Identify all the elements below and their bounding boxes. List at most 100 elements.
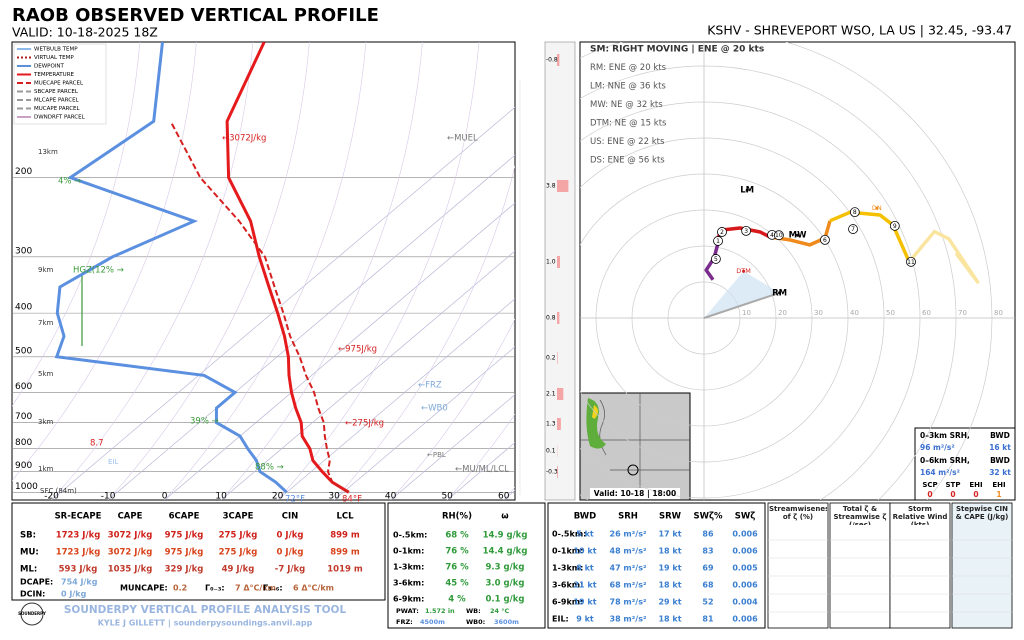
cell: 29 kt (658, 598, 681, 607)
skewt-plot (12, 42, 515, 500)
extra-value: 7 Δ°C/km (235, 584, 276, 593)
annotation: 8.7 (90, 439, 104, 449)
marker-label: 9 (893, 223, 897, 230)
dry-adiabat (164, 42, 367, 500)
height-marker (906, 256, 916, 267)
storm-motion: MW: NE @ 32 kts (590, 100, 663, 110)
strip-bar (557, 180, 569, 192)
annotation: HGZ(12% → (73, 266, 124, 276)
isotherm (333, 346, 515, 500)
cell: 69 (702, 564, 714, 573)
index-value: 0 (973, 490, 978, 499)
tool-name: SOUNDERPY VERTICAL PROFILE ANALYSIS TOOL (64, 604, 347, 616)
hodo-trace (704, 242, 720, 281)
profile-panel (829, 502, 891, 629)
srh-text: 164 m²/s² (920, 468, 960, 477)
cell: 1723 J/kg (56, 531, 101, 541)
strip-bar (557, 418, 561, 430)
cell: 83 (702, 547, 713, 556)
index-label: SCP (922, 481, 937, 489)
height-marker (713, 236, 723, 246)
title: RAOB OBSERVED VERTICAL PROFILE (12, 5, 379, 26)
ring-label: 80 (994, 309, 1003, 317)
extra-label: MUNCAPE: (120, 584, 168, 593)
motion-point (778, 291, 782, 295)
strip-label: 1.0 (546, 259, 556, 266)
isotherm (107, 154, 515, 500)
height-marker (717, 227, 727, 237)
strip-frame (544, 41, 576, 501)
pressure-label: 1000 (15, 482, 38, 492)
cell: 975 J/kg (165, 548, 204, 558)
row-label: 6-9km: (393, 595, 424, 604)
moisture-box (387, 502, 546, 629)
cell: 0.005 (732, 564, 758, 573)
srh-text: BWD (990, 456, 1010, 465)
cell: 68 % (445, 531, 469, 541)
extra-value: 754 J/kg (61, 578, 98, 587)
site-marker (627, 464, 639, 476)
row-label: 0-1km: (393, 547, 424, 556)
col-header: ω (501, 512, 509, 522)
rm-vector (703, 291, 780, 319)
cell: 10 kt (573, 547, 596, 556)
annotation: 88% → (255, 463, 284, 473)
cell: -7 J/kg (275, 565, 305, 575)
annotation: ←PBL (427, 451, 446, 459)
col-header: SRH (618, 512, 638, 522)
cell: 9 kt (576, 615, 594, 624)
cell: 17 kt (658, 530, 681, 539)
extra-value: 4500m (420, 618, 445, 626)
extra-label: FRZ: (396, 618, 413, 626)
cell: 0 J/kg (277, 531, 304, 541)
motion-label: LM (740, 186, 754, 196)
cell: 8 kt (576, 564, 594, 573)
temp-label: -20 (44, 492, 59, 502)
annotation: 7km (38, 319, 54, 327)
panel-title-box: Stepwise CIN & CAPE (J/kg) (956, 505, 1009, 521)
col-header: 6CAPE (169, 512, 200, 522)
cell: 19 kt (658, 564, 681, 573)
dry-adiabat (12, 42, 141, 407)
extra-label: WB: (466, 607, 481, 615)
cell: 5 kt (576, 530, 594, 539)
col-header: CIN (282, 512, 299, 522)
radar-echo (586, 398, 606, 449)
storm-motion: US: ENE @ 22 kts (590, 137, 665, 147)
radar-inset (579, 392, 691, 501)
profile-line (169, 120, 350, 494)
credit: KYLE J GILLETT | sounderpysoundings.anvi… (98, 619, 313, 628)
annotation: ←MU/ML/LCL (455, 465, 509, 475)
motion-point (875, 206, 879, 210)
srh-text: 32 kt (989, 468, 1011, 477)
extra-value: 6 Δ°C/km (293, 584, 334, 593)
height-marker (849, 207, 860, 218)
cell: 0 J/kg (277, 548, 304, 558)
extra-label: Γ₀₋₃: (205, 584, 225, 593)
row-label: 3-6km: (393, 579, 424, 588)
annotation: ←FRZ (418, 381, 442, 391)
annotation: ←275J/kg (345, 419, 384, 429)
cell: 4 % (448, 595, 466, 605)
strip-label: -0.3 (546, 469, 558, 476)
extra-value: 3600m (494, 618, 519, 626)
cell: 0.006 (732, 547, 758, 556)
dry-adiabat (220, 42, 423, 500)
cell: 0.006 (732, 530, 758, 539)
col-header: BWD (574, 512, 596, 522)
srh-text: 96 m²/s² (920, 443, 955, 452)
ring-label: 70 (958, 309, 967, 317)
srh-text: BWD (990, 431, 1010, 440)
hodo-ring (631, 245, 777, 391)
extra-label: PWAT: (396, 607, 419, 615)
col-header: RH(%) (442, 512, 472, 522)
cell: 593 J/kg (59, 565, 98, 575)
index-label: EHI (969, 481, 982, 489)
cell: 0.006 (732, 615, 758, 624)
annotation: 84°F (342, 495, 362, 505)
hodo-ring (580, 137, 885, 499)
hodo-ring (580, 65, 957, 500)
strip-bar (557, 312, 560, 324)
